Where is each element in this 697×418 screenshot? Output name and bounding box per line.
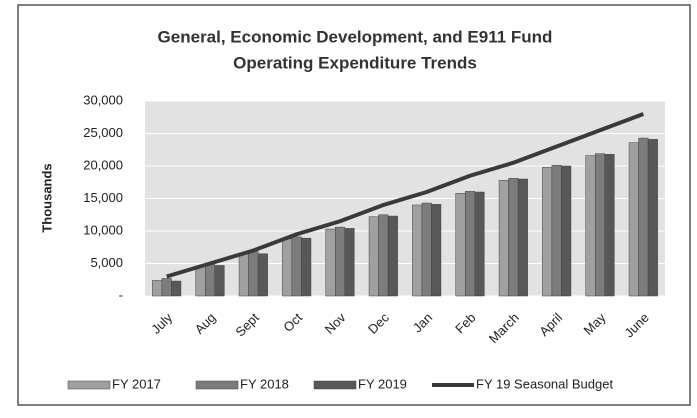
y-tick-label: 30,000 xyxy=(83,92,123,107)
bar xyxy=(195,265,206,297)
bar xyxy=(594,153,606,297)
bar xyxy=(344,228,355,297)
bar xyxy=(464,191,476,297)
y-tick-label: - xyxy=(119,287,123,302)
bar xyxy=(368,216,379,297)
bar xyxy=(301,237,312,297)
bar xyxy=(431,204,442,297)
bar xyxy=(378,214,389,297)
legend-swatch xyxy=(313,380,357,390)
legend-label: FY 2019 xyxy=(358,376,407,391)
bar xyxy=(291,236,302,297)
bar xyxy=(171,280,182,297)
bar xyxy=(508,178,519,297)
y-tick-label: 15,000 xyxy=(83,190,123,205)
bar xyxy=(204,263,216,297)
bar xyxy=(282,238,293,297)
legend-label: FY 19 Seasonal Budget xyxy=(476,376,613,391)
bar xyxy=(604,154,615,297)
bar xyxy=(561,165,572,297)
bar xyxy=(325,228,336,297)
y-tick-label: 25,000 xyxy=(83,125,123,140)
y-axis-label: Thousands xyxy=(39,163,54,232)
bar xyxy=(585,155,596,297)
bar xyxy=(214,265,225,297)
legend-label: FY 2018 xyxy=(240,376,289,391)
bar xyxy=(248,250,259,297)
bar xyxy=(161,278,172,297)
y-tick-label: 10,000 xyxy=(83,222,123,237)
bar xyxy=(517,178,528,297)
bar xyxy=(647,139,658,297)
bar xyxy=(455,193,466,297)
legend-swatch xyxy=(195,380,239,390)
y-tick-label: 5,000 xyxy=(90,255,123,270)
bar xyxy=(421,202,432,297)
bar xyxy=(412,204,423,297)
bar xyxy=(387,215,398,297)
bar xyxy=(498,180,509,297)
bar xyxy=(628,142,639,297)
legend-swatch xyxy=(67,380,111,390)
bar xyxy=(542,167,553,297)
chart-title: General, Economic Development, and E911 … xyxy=(158,27,553,46)
bar xyxy=(638,137,649,297)
budget-line xyxy=(166,112,645,279)
bar xyxy=(474,191,485,297)
bar xyxy=(334,226,346,297)
bar xyxy=(551,165,562,297)
bar xyxy=(257,253,268,297)
bar xyxy=(152,280,163,297)
y-tick-label: 20,000 xyxy=(83,157,123,172)
chart-subtitle: Operating Expenditure Trends xyxy=(233,53,477,72)
bar xyxy=(238,252,249,297)
legend-label: FY 2017 xyxy=(112,376,161,391)
